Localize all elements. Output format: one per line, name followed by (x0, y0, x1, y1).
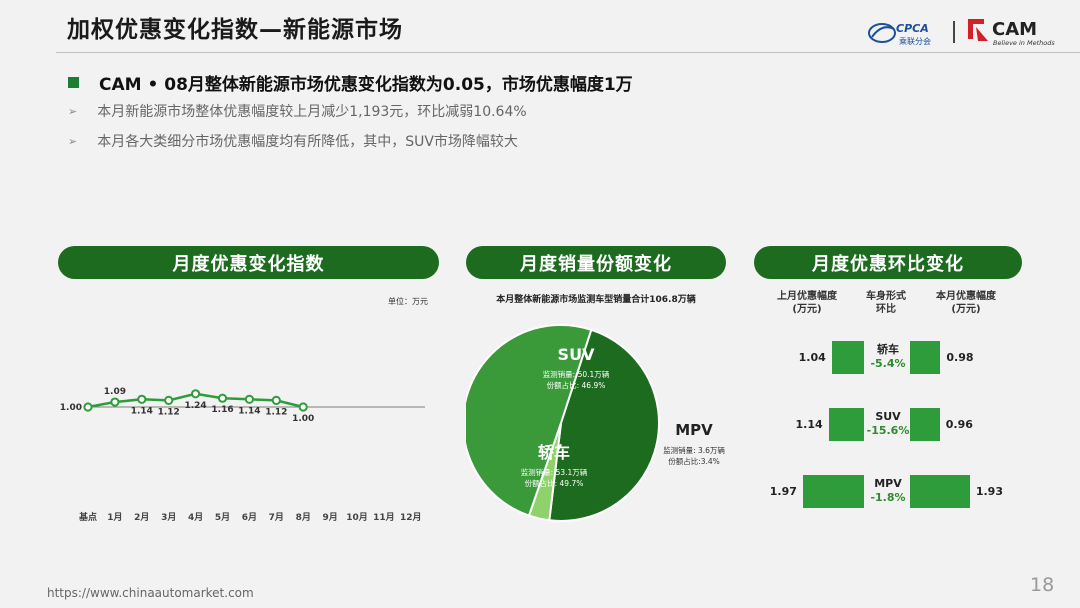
index-point (83, 402, 93, 412)
body-type-name: 轿车 (877, 343, 899, 356)
arrow-bullet-icon: ➢ (68, 134, 78, 148)
last-month-value: 1.14 (795, 418, 823, 431)
current-month-value: 0.96 (945, 418, 973, 431)
svg-text:乘联分会: 乘联分会 (899, 36, 931, 46)
mom-change-pct: -5.4% (870, 357, 906, 370)
header-body-type: 车身形式 环比 (866, 291, 906, 315)
x-tick-label: 6月 (242, 512, 257, 523)
footer-url[interactable]: https://www.chinaautomarket.com (47, 586, 254, 600)
last-month-value: 1.04 (798, 351, 826, 364)
svg-text:CPCA: CPCA (896, 22, 929, 35)
index-data-label: 1.16 (211, 405, 233, 415)
mom-change-pct: -15.6% (866, 424, 910, 437)
x-tick-label: 3月 (161, 512, 176, 523)
slice-share-label: 份额占比: 49.7% (525, 478, 584, 488)
index-data-label: 1.14 (238, 406, 260, 416)
page-title: 加权优惠变化指数—新能源市场 (67, 17, 403, 43)
index-point (110, 397, 120, 407)
current-month-bar (910, 341, 941, 374)
x-tick-label: 2月 (134, 512, 149, 523)
index-point (244, 394, 254, 404)
current-month-bar (910, 408, 940, 441)
x-tick-label: 11月 (373, 512, 395, 523)
body-type-label: SUV -15.6% (862, 410, 914, 438)
summary-point-text: 本月各大类细分市场优惠幅度均有所降低，其中，SUV市场降幅较大 (97, 134, 518, 150)
bullet-square-icon (68, 77, 79, 88)
panel-title-mom: 月度优惠环比变化 (754, 246, 1022, 279)
summary-point: ➢ 本月新能源市场整体优惠幅度较上月减少1,193元，环比减弱10.64% (68, 101, 527, 121)
x-tick-label: 12月 (400, 512, 422, 523)
unit-label: 单位：万元 (388, 297, 428, 306)
index-point (271, 395, 281, 406)
index-data-label: 1.24 (184, 401, 206, 411)
header-divider (56, 52, 1080, 53)
body-type-label: MPV -1.8% (862, 477, 914, 505)
slice-share-label: 份额占比: 46.9% (547, 380, 606, 390)
pie-title: 本月整体新能源市场监测车型销量合计106.8万辆 (496, 295, 696, 305)
x-tick-label: 10月 (346, 512, 368, 523)
index-data-label: 1.14 (131, 406, 153, 416)
cpca-logo: CPCA 乘联分会 (868, 22, 931, 46)
index-point (137, 394, 147, 404)
summary-headline: CAM • 08月整体新能源市场优惠变化指数为0.05，市场优惠幅度1万 (68, 70, 633, 95)
panel-title-share: 月度销量份额变化 (466, 246, 726, 279)
pie-slice (466, 324, 593, 517)
index-data-label: 1.12 (158, 407, 180, 417)
summary-point-text: 本月新能源市场整体优惠幅度较上月减少1,193元，环比减弱10.64% (97, 104, 527, 120)
index-data-label: 1.09 (104, 387, 126, 397)
cam-logo: CAM Believe in Methods (968, 19, 1055, 47)
header-last-month: 上月优惠幅度 (万元) (777, 291, 837, 315)
last-month-bar (831, 341, 864, 374)
index-point (298, 402, 308, 412)
svg-text:CAM: CAM (992, 19, 1037, 40)
headline-text: CAM • 08月整体新能源市场优惠变化指数为0.05，市场优惠幅度1万 (99, 75, 633, 95)
last-month-bar (828, 408, 864, 441)
index-line-chart: 1.00 1.09 1.14 1.12 1.24 1.16 1.14 1.12 1.00 基点 1月… (60, 387, 425, 523)
svg-text:Believe in Methods: Believe in Methods (993, 39, 1055, 47)
slice-sales-label: 监测销量: 53.1万辆 (521, 467, 588, 477)
last-month-value: 1.97 (769, 485, 797, 498)
current-month-bar (910, 475, 970, 508)
index-point (164, 395, 174, 406)
slice-name-label: SUV (558, 345, 596, 364)
current-month-value: 0.98 (946, 351, 974, 364)
index-point (217, 393, 228, 403)
x-tick-label: 基点 (78, 511, 97, 523)
index-data-label: 1.12 (265, 407, 287, 417)
last-month-bar (802, 475, 864, 508)
slice-name-label: 轿车 (538, 443, 570, 462)
header-current-month: 本月优惠幅度 (万元) (936, 291, 996, 315)
panel-title-index: 月度优惠变化指数 (58, 246, 439, 279)
body-type-name: SUV (875, 410, 901, 423)
x-tick-label: 1月 (107, 512, 122, 523)
logo-separator (953, 21, 955, 43)
slice-sales-label: 监测销量: 50.1万辆 (543, 369, 610, 379)
x-tick-label: 4月 (188, 512, 203, 523)
slice-name-label: MPV (675, 421, 713, 439)
body-type-name: MPV (874, 477, 902, 490)
index-data-label: 1.00 (60, 403, 82, 413)
slice-share-label: 份额占比:3.4% (668, 456, 720, 466)
slice-sales-label: 监测销量: 3.6万辆 (663, 445, 725, 455)
x-tick-label: 9月 (322, 512, 337, 523)
arrow-bullet-icon: ➢ (68, 104, 78, 118)
body-type-label: 轿车 -5.4% (862, 343, 914, 371)
summary-point: ➢ 本月各大类细分市场优惠幅度均有所降低，其中，SUV市场降幅较大 (68, 131, 518, 151)
page-number: 18 (1030, 574, 1055, 596)
mom-change-pct: -1.8% (870, 491, 906, 504)
x-tick-label: 8月 (296, 512, 311, 523)
current-month-value: 1.93 (975, 485, 1003, 498)
x-tick-label: 5月 (215, 512, 230, 523)
x-tick-label: 7月 (269, 512, 284, 523)
index-data-label: 1.00 (292, 414, 314, 424)
index-point (191, 389, 201, 399)
